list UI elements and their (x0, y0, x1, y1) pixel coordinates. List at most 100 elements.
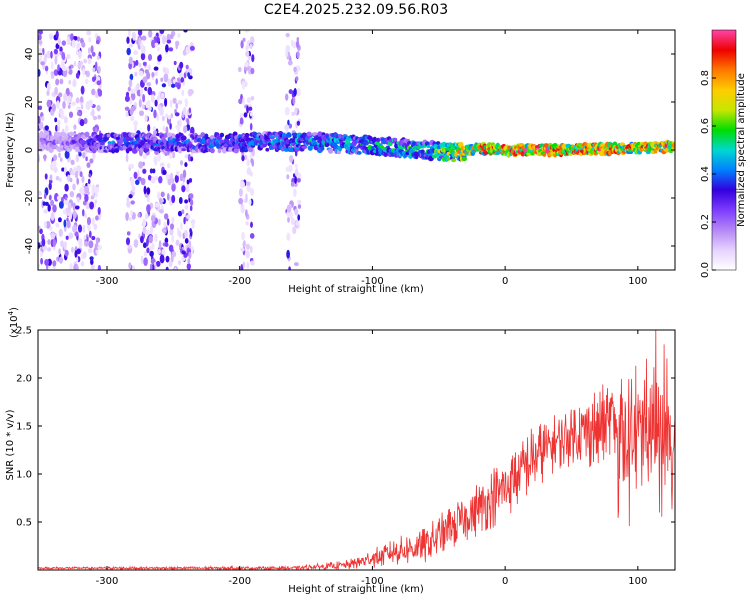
spectrogram-cell (294, 208, 299, 216)
spectrogram-cell (46, 82, 51, 92)
snr-x-tick-label: -300 (96, 576, 119, 587)
spectrogram-cell (147, 106, 152, 111)
spectrogram-cell (88, 36, 92, 43)
spectrogram-cell (156, 112, 159, 122)
spectrogram-y-tick-label: 0 (24, 147, 35, 153)
spectrogram-cell (433, 145, 438, 150)
spectrogram-cell (69, 263, 73, 270)
spectrogram-cell (96, 55, 100, 61)
spectrogram-cell (178, 230, 182, 238)
snr-panel: -300 -200 -100 0 100 0.5 1.0 1.5 2.0 2.5 (x104) S… (5, 307, 676, 595)
spectrogram-cell (189, 45, 195, 51)
spectrogram-cell (526, 152, 532, 156)
spectrogram-cell (130, 88, 136, 94)
spectrogram-cell (154, 71, 158, 77)
spectrogram-cell (178, 197, 183, 204)
spectrogram-cell (285, 44, 291, 53)
spectrogram-cell (76, 36, 81, 42)
snr-y-multiplier: (x104) (7, 307, 20, 338)
snr-y-multiplier-exp: 4 (7, 310, 15, 315)
spectrogram-cell (164, 213, 169, 220)
spectrogram-cell (87, 47, 91, 54)
spectrogram-cell (97, 245, 103, 251)
spectrogram-cell (159, 30, 165, 35)
spectrogram-cell (165, 126, 169, 135)
spectrogram-cell (145, 144, 150, 149)
spectrogram-cell (169, 200, 173, 206)
spectrogram-cell (294, 107, 298, 116)
spectrogram-cell (287, 216, 290, 223)
spectrogram-cell (40, 251, 43, 258)
spectrogram-cell (86, 30, 92, 36)
snr-y-tick-label: 0.5 (16, 518, 32, 529)
spectrogram-cell (186, 118, 190, 126)
spectrogram-cell (249, 43, 253, 50)
spectrogram-cell (44, 173, 48, 180)
spectrogram-cell (85, 156, 88, 162)
spectrogram-cell (138, 98, 142, 108)
spectrogram-cell (290, 181, 295, 187)
spectrogram-cell (44, 65, 49, 72)
spectrogram-cell (242, 37, 246, 42)
spectrogram-cell (243, 112, 248, 118)
spectrogram-cell (75, 256, 79, 264)
spectrogram-cell (63, 93, 68, 102)
spectrogram-cell (189, 199, 194, 206)
spectrogram-cell (142, 218, 147, 227)
spectrogram-cell (65, 124, 69, 133)
spectrogram-cell (55, 78, 60, 86)
spectrogram-cell (126, 47, 131, 56)
spectrogram-cell (186, 263, 191, 270)
spectrogram-cell (356, 150, 362, 155)
spectrogram-cell (63, 116, 68, 124)
spectrogram-cell (293, 181, 298, 188)
snr-x-tick-label: -200 (228, 576, 251, 587)
spectrogram-cell (66, 217, 69, 222)
spectrogram-cell (67, 202, 72, 212)
spectrogram-cell (58, 152, 61, 159)
spectrogram-cell (106, 133, 111, 138)
spectrogram-cell (167, 115, 171, 120)
spectrogram-cell (296, 87, 301, 97)
spectrogram-cell (175, 102, 179, 110)
spectrogram-cell (146, 247, 150, 254)
spectrogram-cell (92, 152, 96, 160)
spectrogram-cell (83, 117, 88, 125)
spectrogram-cell (244, 30, 250, 33)
spectrogram-cell (131, 265, 136, 270)
spectrogram-cell (83, 235, 87, 240)
spectrogram-cell (296, 51, 300, 59)
spectrogram-cell (287, 119, 290, 126)
spectrogram-cell (186, 179, 190, 185)
spectrogram-cell (125, 136, 130, 142)
spectrogram-cell (89, 256, 94, 261)
spectrogram-cell (291, 111, 296, 116)
spectrogram-cell (156, 36, 160, 43)
spectrogram-cell (69, 177, 73, 183)
spectrogram-cell (288, 155, 294, 163)
spectrogram-cell (97, 264, 102, 270)
spectrogram-cell (169, 152, 173, 160)
spectrogram-cell (54, 124, 58, 132)
spectrogram-cell (175, 239, 180, 246)
figure-title: C2E4.2025.232.09.56.R03 (264, 2, 448, 18)
spectrogram-cell (250, 67, 255, 75)
spectrogram-cell (172, 151, 176, 159)
spectrogram-cell (129, 73, 134, 81)
spectrogram-cell (171, 183, 176, 192)
spectrogram-cell (293, 88, 297, 97)
spectrogram-cell (84, 193, 89, 203)
spectrogram-cell (137, 212, 141, 218)
spectrogram-cell (159, 254, 165, 264)
spectrogram-cell (143, 185, 147, 195)
spectrogram-cell (284, 93, 289, 101)
colorbar-tick-label: 0.0 (700, 262, 711, 278)
spectrogram-cell (57, 37, 61, 46)
spectrogram-cell (221, 147, 227, 154)
spectrogram-cell (167, 78, 172, 87)
spectrogram-cell (127, 147, 133, 152)
spectrogram-cell (163, 221, 167, 228)
spectrogram-cell (184, 98, 188, 104)
spectrogram-cell (291, 132, 298, 137)
spectrogram-cell (82, 208, 85, 217)
